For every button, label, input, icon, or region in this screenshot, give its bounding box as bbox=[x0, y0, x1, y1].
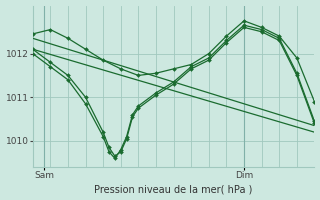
X-axis label: Pression niveau de la mer( hPa ): Pression niveau de la mer( hPa ) bbox=[94, 184, 253, 194]
